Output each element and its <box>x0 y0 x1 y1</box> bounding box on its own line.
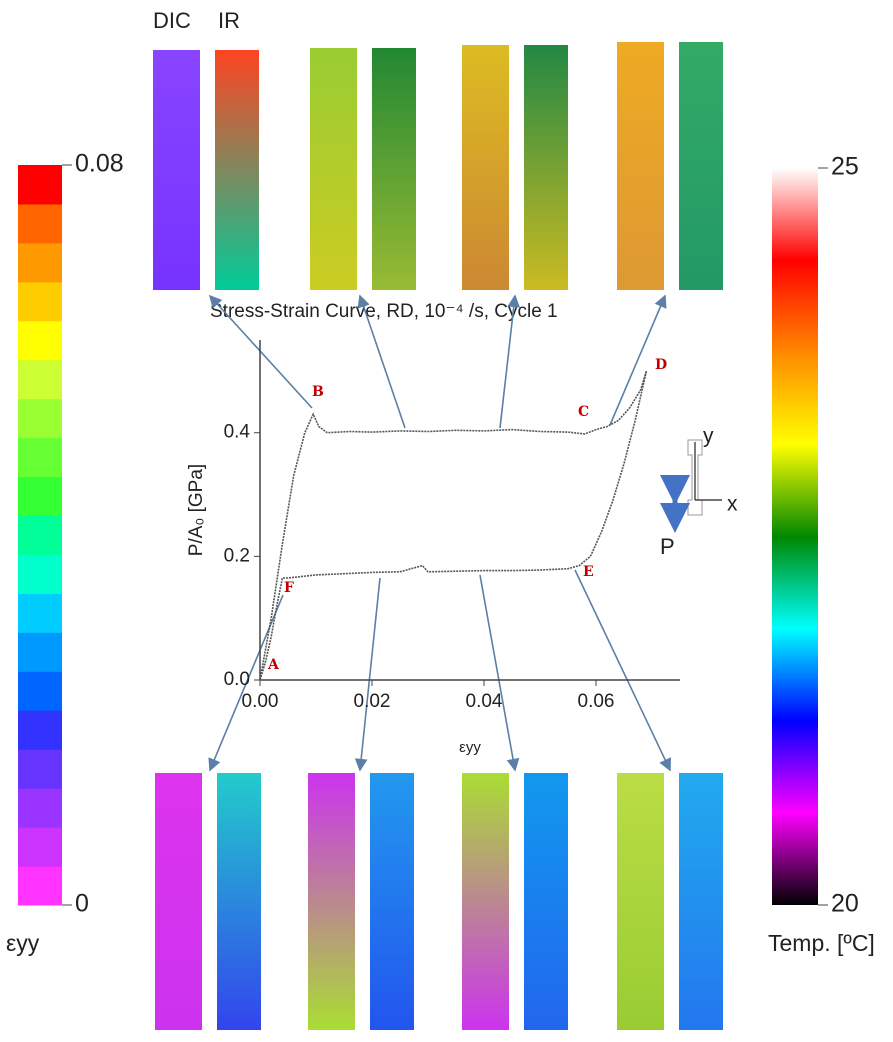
ir-image <box>370 773 414 1030</box>
colorbar-tick-label: 0.08 <box>75 150 124 178</box>
colorbar-swatch <box>18 398 62 439</box>
ir-image <box>679 773 723 1030</box>
colorbar-swatch <box>18 632 62 672</box>
dic-image <box>153 50 200 290</box>
inset-load: P <box>660 534 675 559</box>
colorbar-swatch <box>18 827 62 867</box>
x-tick-label: 0.06 <box>578 691 615 712</box>
point-label: E <box>583 564 594 580</box>
colorbar-swatch <box>18 320 62 361</box>
colorbar-swatch <box>18 242 62 283</box>
x-tick-label: 0.04 <box>466 691 503 712</box>
ir-image <box>215 50 259 290</box>
ir-image <box>679 42 723 290</box>
dic-image <box>308 773 355 1030</box>
y-tick-label: 0.0 <box>224 669 250 690</box>
colorbar-swatch <box>18 788 62 828</box>
dic-label: DIC <box>153 8 191 33</box>
colorbar-swatch <box>18 515 62 555</box>
point-label: C <box>578 404 589 420</box>
colorbar-swatch <box>18 749 62 789</box>
ir-image <box>524 773 568 1030</box>
dic-image <box>617 42 664 290</box>
colorbar-tick-label: 0 <box>75 890 89 918</box>
dic-image <box>462 773 509 1030</box>
point-label: B <box>312 384 324 400</box>
colorbar-swatch <box>18 165 62 205</box>
arrows <box>208 294 671 772</box>
colorbar-label: εyy <box>6 930 40 956</box>
x-tick-label: 0.02 <box>354 691 391 712</box>
y-tick-label: 0.4 <box>224 422 251 443</box>
stress-strain-curve <box>259 370 648 681</box>
dic-image <box>310 48 357 290</box>
colorbar-swatch <box>18 437 62 478</box>
colorbar-swatch <box>18 281 62 322</box>
colorbar-swatch <box>18 710 62 750</box>
ir-image <box>372 48 416 290</box>
ir-label: IR <box>218 8 240 33</box>
y-tick-label: 0.2 <box>224 545 250 566</box>
colorbar-swatch <box>18 671 62 711</box>
colorbar-swatch <box>18 476 62 517</box>
x-axis-label: εyy <box>459 739 481 756</box>
chart-title: Stress-Strain Curve, RD, 10⁻⁴ /s, Cycle … <box>210 301 558 322</box>
point-label: A <box>267 657 280 673</box>
colorbar-swatch <box>18 203 62 244</box>
dic-image <box>617 773 664 1030</box>
colorbar-label: Temp. [ºC] <box>768 930 875 956</box>
dic-image <box>155 773 202 1030</box>
colorbar-swatch <box>18 866 62 906</box>
dic-image <box>462 45 509 290</box>
colorbar-swatch <box>18 593 62 633</box>
ir-image <box>524 45 568 290</box>
colorbar-tick-label: 25 <box>831 153 859 181</box>
point-label: F <box>284 580 294 596</box>
y-axis-label: P/A₀ [GPa] <box>186 464 207 556</box>
colorbar-swatch <box>18 359 62 400</box>
image-panels <box>153 42 723 1030</box>
ir-image <box>217 773 261 1030</box>
inset-x: x <box>727 493 738 516</box>
point-label: D <box>655 357 667 373</box>
colorbar <box>772 168 818 905</box>
specimen-inset: y x P <box>660 425 738 559</box>
colorbar-tick-label: 20 <box>831 890 859 918</box>
inset-y: y <box>703 425 714 448</box>
x-tick-label: 0.00 <box>242 691 279 712</box>
colorbar-swatch <box>18 554 62 594</box>
